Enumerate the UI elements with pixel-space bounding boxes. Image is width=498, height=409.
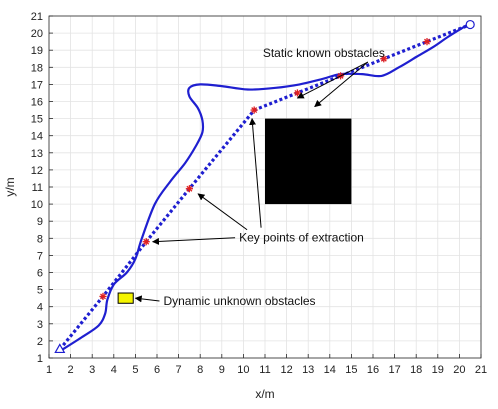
annotation-label: Static known obstacles (263, 46, 385, 60)
x-tick-label: 14 (324, 364, 336, 376)
x-tick-label: 8 (197, 364, 203, 376)
key-point-marker (185, 185, 193, 193)
key-point-marker (293, 89, 301, 97)
x-tick-label: 21 (475, 364, 487, 376)
x-tick-label: 3 (89, 364, 95, 376)
y-tick-label: 9 (37, 216, 43, 228)
x-tick-label: 15 (345, 364, 357, 376)
x-tick-label: 16 (367, 364, 379, 376)
y-tick-label: 6 (37, 268, 43, 280)
static-obstacle (265, 118, 352, 205)
x-tick-label: 1 (46, 364, 52, 376)
y-tick-label: 14 (31, 131, 43, 143)
annotations: Static known obstacles Key points of extr… (134, 46, 385, 308)
dynamic-obstacle (117, 292, 134, 304)
x-tick-label: 2 (68, 364, 74, 376)
x-tick-label: 6 (154, 364, 160, 376)
x-axis-ticks: 1 2 3 4 5 6 7 8 9 10 11 12 13 14 15 16 17 18 19 20 21 (46, 354, 487, 376)
x-axis-label: x/m (255, 387, 274, 401)
x-tick-label: 18 (410, 364, 422, 376)
y-axis-label: y/m (3, 177, 17, 196)
y-tick-label: 16 (31, 97, 43, 109)
x-tick-label: 12 (280, 364, 292, 376)
annotation-label: Key points of extraction (239, 231, 364, 245)
y-tick-label: 11 (32, 182, 43, 194)
y-tick-label: 10 (31, 199, 43, 211)
x-tick-label: 9 (219, 364, 225, 376)
x-tick-label: 19 (432, 364, 444, 376)
x-tick-label: 20 (453, 364, 465, 376)
grid (48, 15, 482, 359)
annotation-arrow (314, 61, 369, 108)
y-tick-label: 17 (31, 79, 43, 91)
y-tick-label: 15 (31, 114, 43, 126)
end-marker (465, 19, 475, 30)
y-tick-label: 13 (31, 148, 43, 160)
annotation-arrow (296, 61, 369, 99)
x-tick-label: 7 (176, 364, 182, 376)
start-marker (54, 343, 66, 354)
x-tick-label: 4 (111, 364, 117, 376)
obstacles (117, 118, 352, 304)
x-tick-label: 17 (388, 364, 400, 376)
y-tick-label: 4 (37, 302, 43, 314)
key-point-marker (423, 38, 431, 46)
annotation-label: Dynamic unknown obstacles (163, 294, 315, 308)
key-point-marker (380, 55, 388, 63)
dotted-path-series (58, 23, 471, 351)
x-tick-label: 11 (259, 364, 270, 376)
y-tick-label: 1 (37, 353, 43, 365)
key-point-marker (142, 238, 150, 246)
y-tick-label: 19 (31, 45, 43, 57)
y-tick-label: 5 (37, 285, 43, 297)
annotation-arrow (151, 237, 236, 245)
y-tick-label: 21 (31, 11, 43, 23)
solid-path-series (59, 23, 469, 353)
y-tick-label: 20 (31, 28, 43, 40)
y-tick-label: 8 (37, 233, 43, 245)
series-layer (58, 23, 471, 353)
y-tick-label: 18 (31, 62, 43, 74)
annotation-arrow (197, 193, 248, 231)
annotation-arrow (249, 117, 262, 228)
y-tick-label: 7 (37, 250, 43, 262)
x-tick-label: 10 (237, 364, 249, 376)
x-tick-label: 13 (302, 364, 314, 376)
key-point-marker (250, 106, 258, 114)
y-tick-label: 3 (37, 319, 43, 331)
key-point-marker (99, 292, 107, 301)
annotation-arrow (134, 295, 160, 303)
x-tick-label: 5 (132, 364, 138, 376)
y-tick-label: 12 (31, 165, 43, 177)
y-tick-label: 2 (37, 336, 43, 348)
